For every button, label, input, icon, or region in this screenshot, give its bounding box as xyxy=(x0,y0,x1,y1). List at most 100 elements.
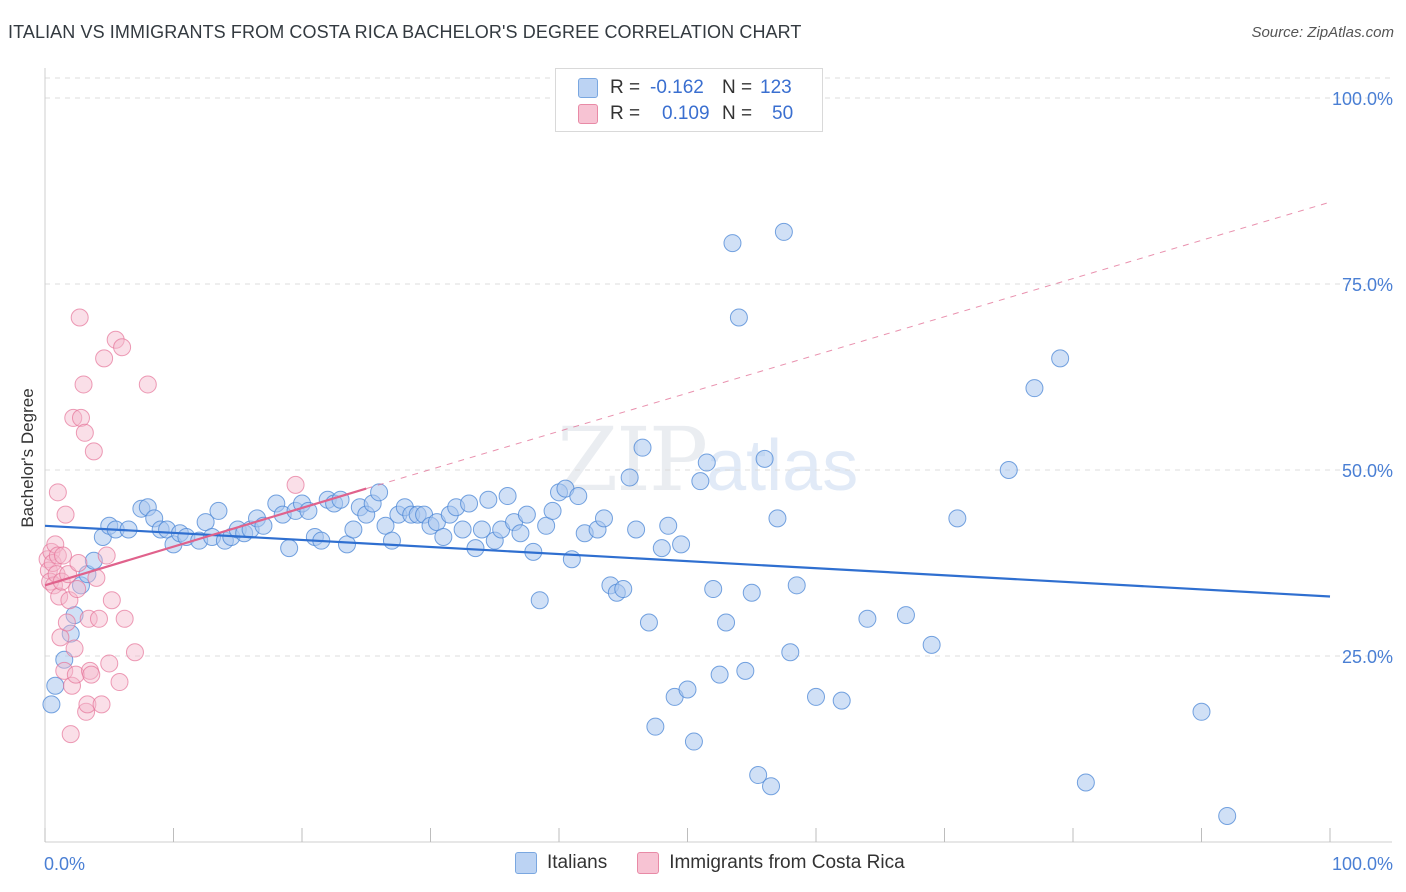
costa-rica-trend-extension xyxy=(366,201,1331,490)
italians-point xyxy=(61,624,80,643)
correlation-legend: R = -0.162 N = 123 R = 0.109 N = 50 xyxy=(555,68,823,132)
costa-rica-point xyxy=(69,554,88,572)
italians-point xyxy=(1218,806,1237,825)
chart-title: ITALIAN VS IMMIGRANTS FROM COSTA RICA BA… xyxy=(8,22,802,42)
costa-rica-point xyxy=(113,338,132,357)
italians-point xyxy=(453,520,472,539)
italians-point xyxy=(717,613,736,632)
legend-row-italians: R = -0.162 N = 123 xyxy=(578,76,792,100)
italians-point xyxy=(922,635,941,654)
series-legend-italians[interactable]: Italians xyxy=(515,852,607,874)
costa-rica-point xyxy=(59,565,78,584)
italians-point xyxy=(196,513,215,532)
italians-point xyxy=(337,535,356,554)
italians-point xyxy=(749,766,768,785)
costa-rica-point xyxy=(100,654,119,673)
y-tick-label: 75.0% xyxy=(1342,275,1393,295)
costa-rica-point xyxy=(106,330,125,349)
costa-rica-point xyxy=(68,580,87,599)
legend-n-label: N = xyxy=(722,77,753,98)
italians-point xyxy=(659,516,678,535)
italians-point xyxy=(434,527,453,546)
costa-rica-point xyxy=(57,613,76,632)
y-tick-label: 25.0% xyxy=(1342,647,1393,667)
y-tick-label: 100.0% xyxy=(1332,89,1393,109)
costa-rica-point xyxy=(102,591,121,610)
italians-point xyxy=(678,680,697,699)
italians-point xyxy=(755,449,774,468)
costa-rica-point xyxy=(95,349,114,368)
italians-point xyxy=(896,606,915,625)
x-tick-label-min: 0.0% xyxy=(44,854,85,874)
legend-swatch-italians xyxy=(578,78,598,98)
italians-point xyxy=(1051,349,1070,368)
legend-r-value: 0.109 xyxy=(662,103,710,124)
legend-r-label: R = xyxy=(610,103,641,124)
italians-point xyxy=(627,520,646,539)
series-label-italians: Italians xyxy=(547,852,608,873)
costa-rica-point xyxy=(48,546,67,565)
italians-point xyxy=(530,591,549,610)
series-swatch-italians xyxy=(515,852,537,874)
legend-n-value: 50 xyxy=(772,103,794,124)
italians-point xyxy=(620,468,639,487)
costa-rica-point xyxy=(84,442,103,461)
italians-point xyxy=(633,438,652,457)
costa-rica-point xyxy=(286,475,305,494)
italians-point xyxy=(832,691,851,710)
italians-point xyxy=(382,531,401,550)
series-legend-costa-rica[interactable]: Immigrants from Costa Rica xyxy=(637,852,905,874)
costa-rica-point xyxy=(61,725,80,744)
italians-point xyxy=(639,613,658,632)
costa-rica-point xyxy=(55,661,74,680)
italians-point xyxy=(498,487,517,506)
italians-point xyxy=(781,643,800,662)
legend-swatch-costa-rica xyxy=(578,104,598,124)
y-tick-label: 50.0% xyxy=(1342,461,1393,481)
italians-point xyxy=(614,580,633,599)
legend-n-value: 123 xyxy=(760,77,792,98)
italians-trend-line xyxy=(44,524,1331,598)
costa-rica-point xyxy=(50,587,69,606)
italians-point xyxy=(370,483,389,502)
costa-rica-point xyxy=(89,609,108,628)
costa-rica-point xyxy=(115,609,134,628)
costa-rica-point xyxy=(56,505,75,524)
costa-rica-point xyxy=(77,702,96,721)
italians-point xyxy=(768,509,787,528)
italians-point xyxy=(472,520,491,539)
costa-rica-point xyxy=(51,628,70,647)
italians-point xyxy=(479,490,498,509)
italians-point xyxy=(569,487,588,506)
italians-point xyxy=(774,222,793,241)
italians-point xyxy=(742,583,761,602)
italians-point xyxy=(691,472,710,491)
italians-point xyxy=(1192,702,1211,721)
costa-rica-point xyxy=(71,408,90,427)
costa-rica-point xyxy=(52,572,71,591)
italians-point xyxy=(704,580,723,599)
legend-n-label: N = xyxy=(722,103,753,124)
costa-rica-point xyxy=(74,375,93,394)
italians-point xyxy=(280,539,299,558)
italians-point xyxy=(807,687,825,706)
italians-point xyxy=(672,535,691,554)
legend-row-costa-rica: R = 0.109 N = 50 xyxy=(578,102,793,126)
italians-point xyxy=(511,524,530,543)
italians-point xyxy=(723,234,742,253)
italians-point xyxy=(42,695,61,714)
costa-rica-trend-line xyxy=(44,487,367,587)
italians-point xyxy=(999,461,1018,479)
costa-rica-point xyxy=(110,673,129,692)
legend-r-value: -0.162 xyxy=(650,77,704,98)
italians-point xyxy=(1025,379,1044,398)
italians-point xyxy=(646,717,665,736)
italians-point xyxy=(736,661,755,680)
series-legend: Italians Immigrants from Costa Rica xyxy=(515,852,935,874)
costa-rica-point xyxy=(75,423,94,442)
series-swatch-costa-rica xyxy=(637,852,660,874)
italians-point xyxy=(710,665,729,684)
costa-rica-point xyxy=(64,408,83,427)
costa-rica-point xyxy=(65,639,84,658)
italians-point xyxy=(460,494,479,513)
